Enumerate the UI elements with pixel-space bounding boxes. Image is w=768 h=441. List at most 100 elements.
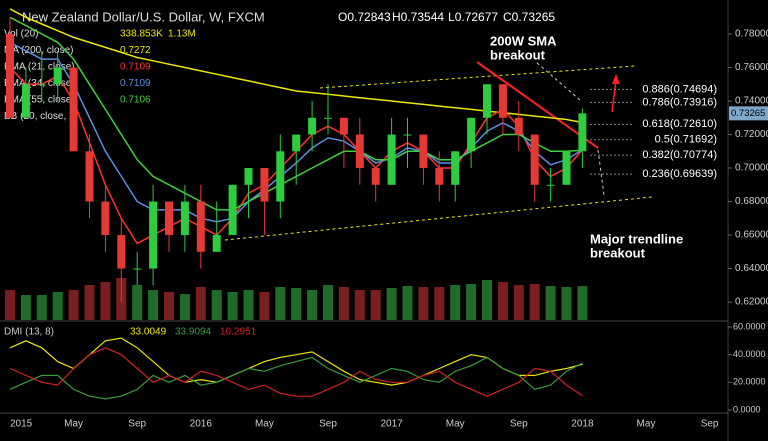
volume-bar bbox=[577, 286, 588, 320]
candle-body bbox=[546, 184, 555, 186]
volume-bar bbox=[164, 292, 174, 320]
dmi-title: DMI (13, 8) bbox=[4, 327, 54, 338]
candle-body bbox=[196, 201, 205, 252]
price-tick-label: 0.76000 bbox=[735, 62, 768, 73]
volume-bar bbox=[20, 295, 31, 320]
volume-bar bbox=[179, 294, 190, 320]
candle-body bbox=[371, 168, 380, 185]
candle-body bbox=[228, 184, 237, 236]
indicator-reading: 0.7109 bbox=[120, 78, 151, 89]
price-tick-label: 0.66000 bbox=[735, 230, 768, 241]
fib-label: 0.236(0.69639) bbox=[642, 168, 717, 180]
candle-body bbox=[308, 117, 317, 135]
volume-bar bbox=[227, 292, 238, 320]
time-label: May bbox=[64, 419, 83, 430]
volume-bar bbox=[418, 287, 429, 320]
time-label: May bbox=[446, 419, 465, 430]
candle-body bbox=[562, 151, 571, 185]
ohlc-value: L0.72677 bbox=[448, 10, 498, 24]
time-label: 2015 bbox=[10, 419, 33, 430]
symbol: New Zealand Dollar/U.S. Dollar, W, FXCM bbox=[22, 9, 265, 24]
volume-bar bbox=[52, 292, 63, 320]
price-tick-label: 0.70000 bbox=[735, 163, 768, 174]
indicator-name: EMA (55, close) bbox=[4, 95, 75, 106]
candle-body bbox=[419, 134, 428, 169]
indicator-reading: 0.7272 bbox=[120, 45, 151, 56]
candle-body bbox=[69, 67, 78, 152]
last-price-label: 0.73265 bbox=[731, 108, 765, 119]
volume-bar bbox=[84, 285, 95, 320]
ohlc-number: 0.72843 bbox=[347, 10, 391, 24]
fib-label: 0.382(0.70774) bbox=[642, 149, 717, 161]
candle-body bbox=[21, 84, 30, 118]
ohlc-number: 0.73265 bbox=[512, 10, 556, 24]
dmi-tick-label: 40.0000 bbox=[733, 349, 766, 359]
candle-body bbox=[387, 134, 396, 185]
candle-body bbox=[53, 67, 62, 85]
indicator-reading: 338.853K bbox=[120, 29, 163, 40]
indicator-reading: 0.7106 bbox=[120, 95, 151, 106]
time-label: 2016 bbox=[190, 419, 213, 430]
arrow-target bbox=[611, 79, 617, 113]
arrow-up bbox=[535, 61, 581, 101]
candle-body bbox=[324, 117, 332, 119]
candle-body bbox=[244, 168, 253, 185]
time-label: Sep bbox=[319, 419, 337, 430]
volume-bar bbox=[68, 290, 79, 320]
volume-bar bbox=[36, 295, 47, 320]
volume-bar bbox=[338, 287, 349, 320]
dmi-reading: 33.9094 bbox=[175, 327, 212, 338]
time-label: Sep bbox=[701, 419, 719, 430]
annotation: breakout bbox=[490, 47, 546, 62]
candle-body bbox=[292, 134, 301, 152]
dmi-reading: 10.2951 bbox=[220, 327, 257, 338]
last-price-box bbox=[729, 106, 768, 121]
candle-body bbox=[149, 201, 158, 269]
fib-label: 0.5(0.71692) bbox=[655, 134, 717, 146]
dmi-tick-label: 60.0000 bbox=[733, 321, 766, 331]
dmi-reading: 33.0049 bbox=[130, 327, 167, 338]
candle-body bbox=[339, 117, 348, 135]
volume-bar bbox=[450, 285, 461, 320]
ohlc-number: 0.73544 bbox=[401, 10, 445, 24]
dmi-tick-label: 0.0000 bbox=[733, 404, 761, 414]
time-label: Sep bbox=[128, 419, 146, 430]
annotation: Major trendline bbox=[590, 231, 683, 246]
volume-bar bbox=[291, 288, 302, 320]
price-tick-label: 0.74000 bbox=[735, 96, 768, 107]
candle-body bbox=[276, 151, 285, 202]
candle-body bbox=[260, 168, 269, 202]
candle-body bbox=[514, 117, 523, 135]
fib-label: 0.618(0.72610) bbox=[642, 118, 717, 130]
arrow-head bbox=[612, 74, 620, 84]
indicator-name: MA (200, close) bbox=[4, 45, 73, 56]
dmi-line bbox=[9, 356, 583, 400]
ohlc-value: O0.72843 bbox=[338, 10, 391, 24]
volume-bar bbox=[402, 286, 413, 320]
volume-bar bbox=[132, 285, 143, 320]
volume-bar bbox=[482, 280, 492, 320]
candle-body bbox=[6, 34, 14, 118]
ohlc-value: C0.73265 bbox=[503, 10, 555, 24]
candle-body bbox=[133, 268, 142, 270]
volume-bar bbox=[386, 288, 397, 320]
volume-bar bbox=[211, 290, 222, 320]
candle-body bbox=[498, 84, 507, 118]
candle-body bbox=[180, 201, 189, 236]
indicator-reading: 1.13M bbox=[168, 29, 196, 40]
candle-body bbox=[403, 134, 412, 136]
fib-label: 0.886(0.74694) bbox=[642, 83, 717, 95]
volume-bar bbox=[100, 282, 111, 320]
time-label: May bbox=[255, 419, 274, 430]
time-label: May bbox=[637, 419, 656, 430]
indicator-reading: 0.7109 bbox=[120, 62, 151, 73]
volume-bar bbox=[148, 290, 159, 320]
candle-body bbox=[85, 151, 94, 202]
ohlc-number: 0.72677 bbox=[455, 10, 499, 24]
candle-body bbox=[483, 84, 491, 118]
candle-body bbox=[37, 84, 46, 86]
volume-bar bbox=[529, 284, 540, 320]
annotation: 200W SMA bbox=[490, 33, 557, 48]
